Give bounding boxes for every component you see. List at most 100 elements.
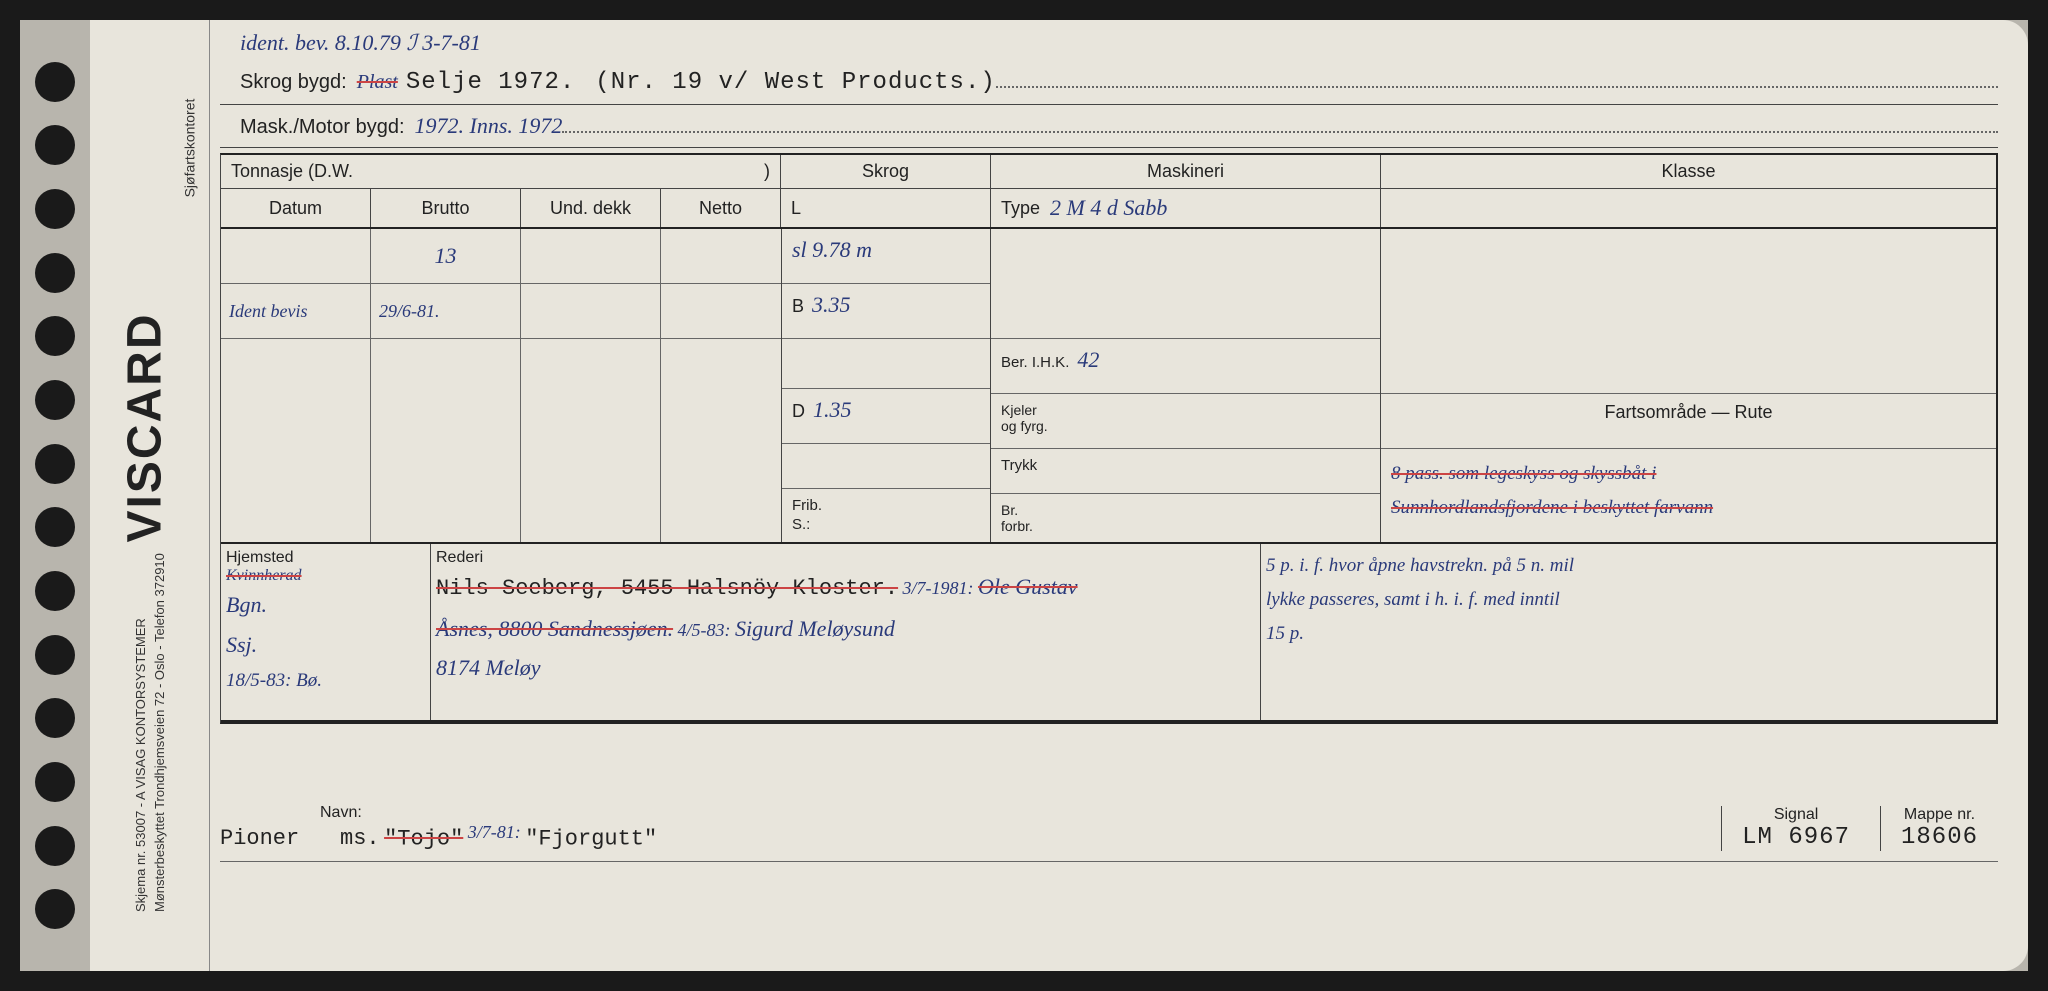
skrog-B-label: B [792,296,804,317]
navn-label: Navn: [320,804,1711,822]
data-rows: 13 Ident bevis 29/6-81. [221,229,1996,542]
side-line2: Mønsterbeskyttet Trondhjemsveien 72 - Os… [152,62,167,912]
type-value: 2 M 4 d Sabb [1050,195,1167,221]
index-card: ident. bev. 8.10.79 ℐ 3-7-81 Skrog bygd:… [210,20,2028,971]
rederi-line1: Nils Seeberg, 5455 Halsnöy Kloster. 3/7-… [436,567,1255,609]
tonnage-column: 13 Ident bevis 29/6-81. [221,229,781,542]
hole [35,762,75,802]
grid-header-row2: Datum Brutto Und. dekk Netto L Type 2 M … [221,189,1996,229]
netto-cell [661,284,781,338]
fartsomrade-text: 8 pass. som legeskyss og skyssbåt i Sunn… [1381,449,1996,539]
mask-trykk-cell: Trykk [991,449,1380,494]
skrog-frib-cell: Frib. S.: [782,489,990,541]
mask-motor-row: Mask./Motor bygd: 1972. Inns. 1972 [220,105,1998,148]
card-wrapper: VISCARD Skjema nr. 53007 - A VISAG KONTO… [20,20,2028,971]
hole [35,380,75,420]
hole [35,125,75,165]
tonnage-row-empty [221,339,781,542]
rederi-struck1: Nils Seeberg, 5455 Halsnöy Kloster. [436,576,898,601]
und-dekk-header: Und. dekk [521,189,661,227]
klasse-empty-cell [1381,229,1996,394]
und-cell [521,284,661,338]
farts-line2: Sunnhordlandsfjordene i beskyttet farvan… [1391,491,1986,525]
type-label: Type [1001,198,1040,219]
hole [35,253,75,293]
und-cell [521,229,661,283]
side-text: Skjema nr. 53007 - A VISAG KONTORSYSTEME… [133,62,167,912]
skrog-column: sl 9.78 m B 3.35 D 1.35 Frib. S.: [781,229,991,542]
skrog-empty-cell [782,339,990,389]
rederi-column: Rederi Nils Seeberg, 5455 Halsnöy Kloste… [431,544,1261,720]
hjemsted-label: Hjemsted [226,549,425,567]
rederi-name2: Sigurd Meløysund [735,616,895,641]
rederi-date2: 4/5-83: [678,620,731,640]
bottom-section: Hjemsted Kvinnherad Bgn. Ssj. 18/5-83: B… [221,542,1996,722]
tonnage-row: Ident bevis 29/6-81. [221,284,781,339]
hole [35,698,75,738]
brutto-cell: 13 [371,229,521,283]
grid-header-row1: Tonnasje (D.W. ) Skrog Maskineri Klasse [221,155,1996,189]
ms-text: ms. [340,826,380,851]
signal-label: Signal [1742,806,1850,824]
brutto-header: Brutto [371,189,521,227]
skrog-empty2-cell [782,444,990,489]
signal-value: LM 6967 [1742,824,1850,851]
brutto-cell: 29/6-81. [371,284,521,338]
signal-box: Signal LM 6967 [1721,806,1870,851]
skrog-D-cell: D 1.35 [782,389,990,444]
pioner-text: Pioner [220,826,299,851]
ber-label: Ber. I.H.K. [1001,354,1069,371]
skrog-bygd-value: Selje 1972. [406,69,575,96]
vessel-name: "Fjorgutt" [525,826,657,851]
skrog-bygd-label: Skrog bygd: [240,71,347,94]
tonnasje-header: Tonnasje (D.W. ) [221,155,781,188]
skrog-L-cell: sl 9.78 m [782,229,990,284]
hole [35,62,75,102]
rederi-line2: Åsnes, 8800 Sandnessjøen. 4/5-83: Sigurd… [436,609,1255,649]
hole [35,444,75,484]
footer-spacer [220,724,1998,794]
farts-column: 5 p. i. f. hvor åpne havstrekn. på 5 n. … [1261,544,1996,720]
rederi-date1: 3/7-1981: [903,578,974,598]
mask-motor-label: Mask./Motor bygd: [240,116,405,139]
punch-holes [20,20,90,971]
hjemsted-column: Hjemsted Kvinnherad Bgn. Ssj. 18/5-83: B… [221,544,431,720]
klasse-empty [1381,189,1996,227]
datum-header: Datum [221,189,371,227]
maskineri-column: Ber. I.H.K. 42 Kjeler og fyrg. Trykk Br.… [991,229,1381,542]
farts-line1: 8 pass. som legeskyss og skyssbåt i [1391,457,1986,491]
skrog-B-cell: B 3.35 [782,284,990,339]
top-handwritten-note: ident. bev. 8.10.79 ℐ 3-7-81 [220,30,1998,56]
skrog-bygd-plast: Plast [357,71,398,94]
skrog-header: Skrog [781,155,991,188]
s-label: S.: [792,516,810,533]
br-label: Br. forbr. [1001,502,1033,534]
fartsomrade-label: Fartsområde — Rute [1604,402,1772,422]
mask-motor-value: 1972. Inns. 1972 [415,113,563,139]
mappe-value: 18606 [1901,824,1978,851]
skrog-D-value: 1.35 [813,397,852,423]
klasse-column: Fartsområde — Rute 8 pass. som legeskyss… [1381,229,1996,542]
maskineri-header: Maskineri [991,155,1381,188]
side-line1: Skjema nr. 53007 - A VISAG KONTORSYSTEME… [133,62,148,912]
trykk-label: Trykk [1001,457,1037,474]
tonnasje-label: Tonnasje (D.W. [231,161,353,182]
type-header: Type 2 M 4 d Sabb [991,189,1381,227]
navn-cell: Navn: ms. "Tojo" 3/7-81: "Fjorgutt" [320,804,1711,851]
netto-header: Netto [661,189,781,227]
hole [35,316,75,356]
hjemsted-struck: Kvinnherad [226,567,425,585]
rederi-label: Rederi [436,549,1255,567]
hole [35,889,75,929]
pioner-cell: Pioner [220,826,310,851]
skrog-bygd-suffix: (Nr. 19 v/ West Products.) [595,69,995,96]
sjofartskontoret: Sjøfartskontoret [182,99,198,198]
dotted-line [562,131,1998,133]
skrog-L-header: L [781,189,991,227]
frib-label: Frib. [792,497,822,514]
rederi-struck2: Åsnes, 8800 Sandnessjøen. [436,616,673,641]
datum-cell [221,229,371,283]
mask-empty-cell [991,229,1380,339]
rederi-line3: 8174 Meløy [436,648,1255,688]
mask-kjeler-cell: Kjeler og fyrg. [991,394,1380,449]
